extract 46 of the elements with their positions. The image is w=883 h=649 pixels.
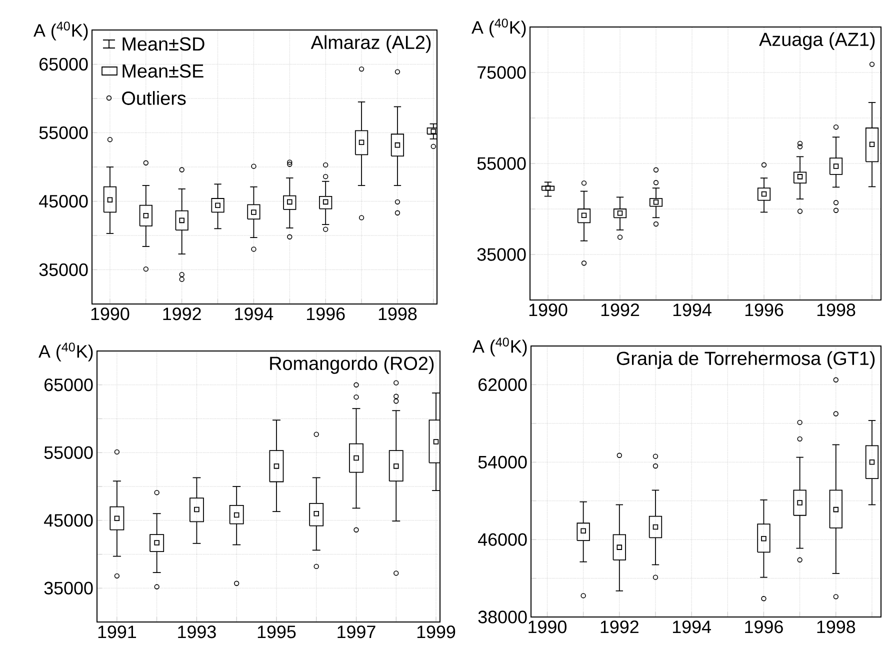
chart-title: Azuaga (AZ1): [759, 32, 875, 50]
y-tick-label: 55000: [477, 157, 526, 170]
y-tick-label: 46000: [478, 533, 527, 546]
chart-title: Romangordo (RO2): [270, 356, 434, 374]
x-tick-label: 1992: [601, 304, 640, 316]
x-tick-label: 1994: [672, 620, 711, 634]
y-axis-title: A ($^{40}$K): [472, 338, 527, 356]
y-tick-label: 55000: [39, 126, 88, 140]
annotation: Outliers: [122, 91, 186, 105]
x-tick-label: 1999: [417, 626, 456, 638]
annotation: Mean±SE: [122, 64, 204, 78]
y-tick-label: 75000: [478, 66, 526, 79]
chart-title: Granja de Torrehermosa (GT1): [616, 351, 875, 369]
y-tick-label: 55000: [44, 446, 93, 459]
x-tick-label: 1997: [338, 626, 376, 638]
x-tick-label: 1996: [745, 620, 783, 634]
x-tick-label: 1994: [235, 308, 274, 320]
x-tick-label: 1991: [98, 626, 136, 638]
x-tick-label: 1996: [307, 308, 345, 320]
x-tick-label: 1993: [178, 626, 216, 638]
y-tick-label: 45000: [39, 194, 88, 208]
x-tick-label: 1990: [91, 308, 130, 320]
x-tick-label: 1990: [528, 620, 566, 634]
y-tick-label: 62000: [478, 378, 527, 392]
annotation: Mean±SD: [122, 37, 204, 51]
y-axis-title: A ($^{40}$K): [34, 22, 88, 40]
x-tick-label: 1992: [163, 308, 201, 320]
chart-title: Almaraz (AL2): [310, 35, 431, 53]
y-tick-label: 35000: [39, 263, 88, 276]
x-tick-label: 1990: [529, 304, 568, 316]
y-tick-label: 35000: [477, 248, 526, 261]
x-tick-label: 1998: [817, 620, 856, 634]
y-tick-label: 65000: [44, 378, 93, 392]
y-axis-title: A ($^{40}$K): [472, 18, 526, 38]
x-tick-label: 1998: [817, 304, 856, 316]
y-tick-label: 45000: [44, 514, 93, 527]
x-tick-label: 1995: [258, 626, 296, 638]
x-tick-label: 1992: [600, 620, 638, 634]
y-axis-title: A ($^{40}$K): [38, 342, 93, 362]
x-tick-label: 1994: [673, 304, 712, 316]
y-tick-label: 54000: [478, 456, 527, 468]
y-tick-label: 35000: [44, 582, 93, 594]
y-tick-label: 65000: [40, 58, 88, 71]
x-tick-label: 1996: [745, 304, 784, 316]
x-tick-label: 1998: [378, 308, 417, 320]
y-tick-label: 38000: [478, 610, 527, 624]
